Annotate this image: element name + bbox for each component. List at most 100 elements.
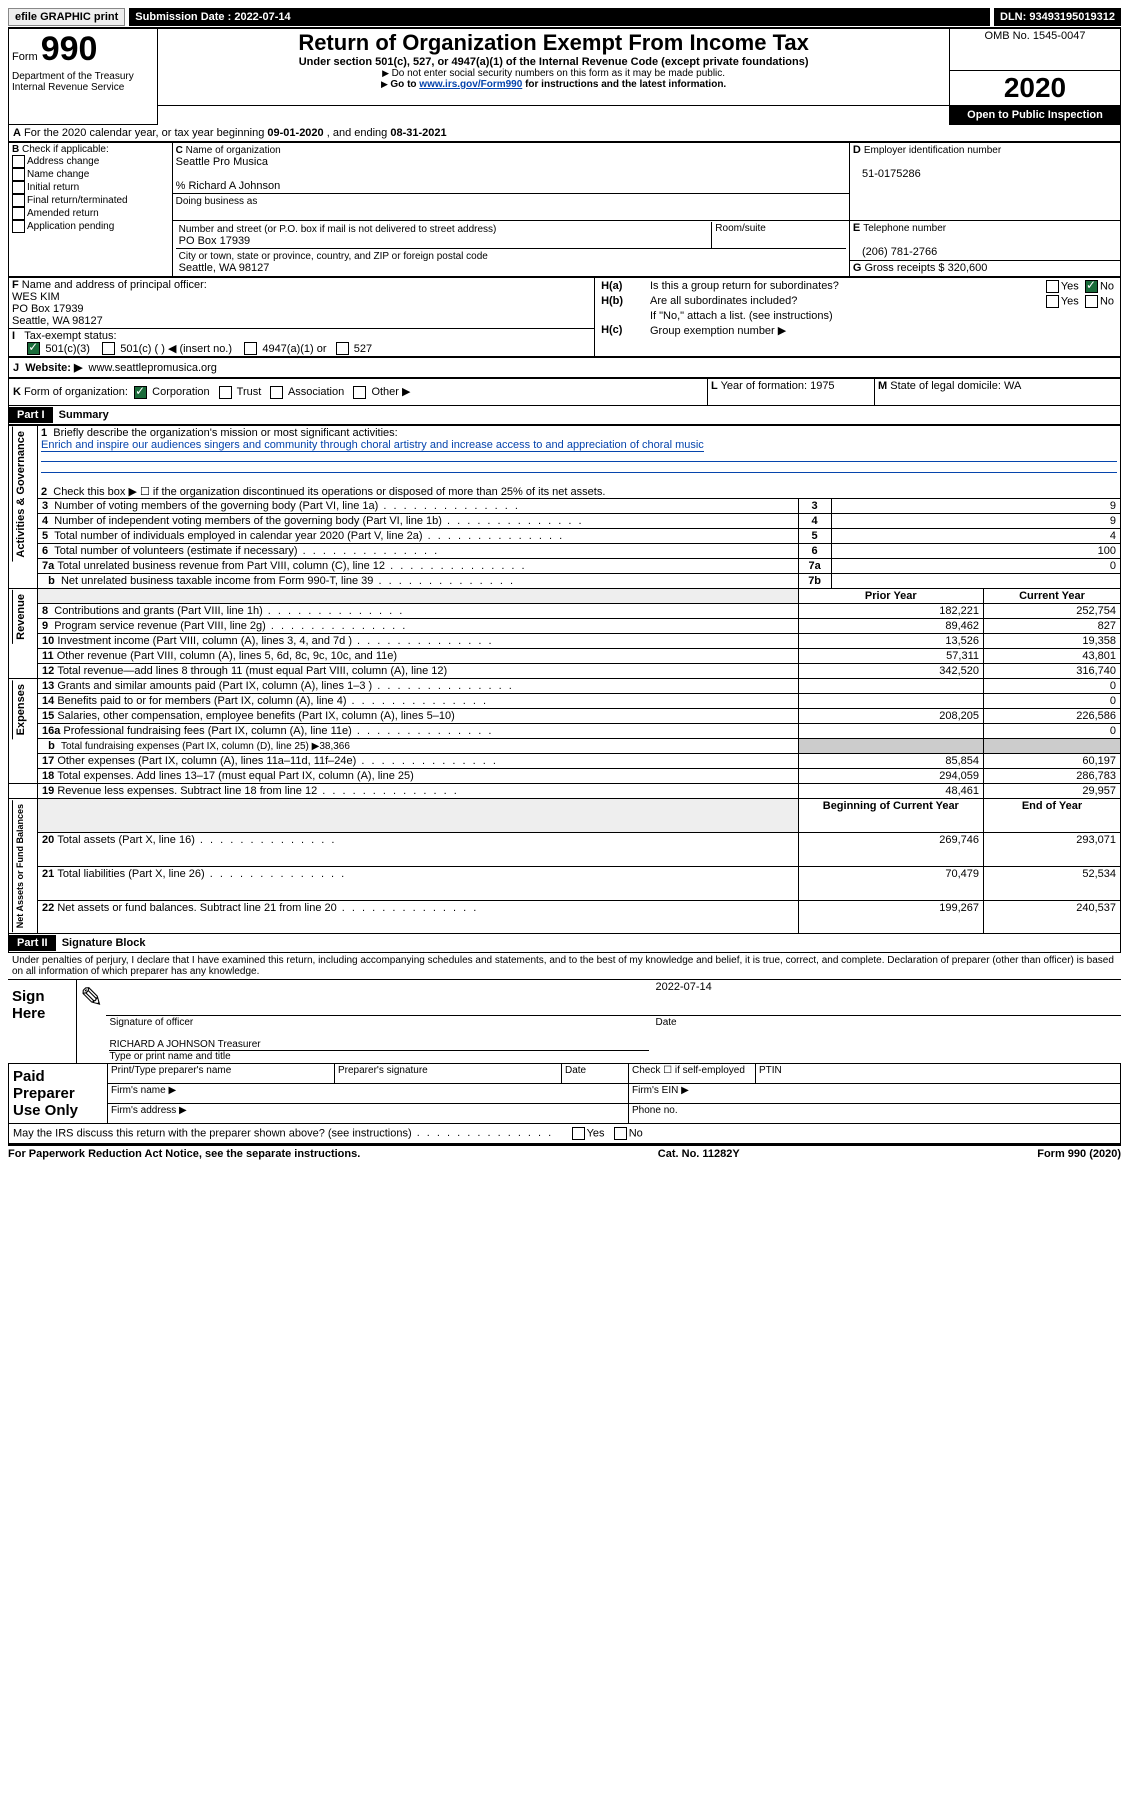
check-initial-return[interactable] — [12, 181, 25, 194]
check-trust[interactable] — [219, 386, 232, 399]
n5: 5 — [42, 530, 48, 542]
rl11: Other revenue (Part VIII, column (A), li… — [57, 650, 397, 662]
footer-right: Form 990 (2020) — [1037, 1148, 1121, 1160]
discuss-no[interactable] — [614, 1127, 627, 1140]
domicile: WA — [1004, 380, 1021, 392]
n6: 6 — [42, 545, 48, 557]
row-12: 12 Total revenue—add lines 8 through 11 … — [9, 664, 1121, 679]
l7a: Total unrelated business revenue from Pa… — [57, 560, 526, 572]
b4: 4 — [812, 515, 818, 527]
check-amended[interactable] — [12, 207, 25, 220]
row-14: 14 Benefits paid to or for members (Part… — [9, 694, 1121, 709]
top-bar: efile GRAPHIC print Submission Date : 20… — [8, 8, 1121, 26]
city-label: City or town, state or province, country… — [179, 251, 488, 262]
submission-value: 2022-07-14 — [234, 11, 290, 23]
nc22: 240,537 — [984, 900, 1121, 934]
b-opt-1: Name change — [27, 169, 89, 180]
b-opt-3: Final return/terminated — [27, 195, 128, 206]
check-assoc[interactable] — [270, 386, 283, 399]
check-501c3[interactable] — [27, 342, 40, 355]
check-final-return[interactable] — [12, 194, 25, 207]
q2-text: Check this box ▶ ☐ if the organization d… — [53, 486, 605, 498]
row-22: 22 Net assets or fund balances. Subtract… — [9, 900, 1121, 934]
n7b: b — [48, 575, 55, 587]
street-label: Number and street (or P.O. box if mail i… — [179, 224, 497, 235]
goto-suffix: for instructions and the latest informat… — [525, 79, 726, 90]
firm-addr-label: Firm's address ▶ — [108, 1103, 629, 1123]
check-corp[interactable] — [134, 386, 147, 399]
year-formation: 1975 — [810, 380, 834, 392]
row-19: 19 Revenue less expenses. Subtract line … — [9, 784, 1121, 799]
i-opt-1: 501(c) ( ) ◀ (insert no.) — [120, 343, 232, 355]
nc21: 52,534 — [984, 866, 1121, 900]
hb-yes[interactable] — [1046, 295, 1059, 308]
check-527[interactable] — [336, 342, 349, 355]
officer-name: WES KIM — [12, 291, 60, 303]
en16b: b — [48, 740, 55, 752]
sig-officer-label: Signature of officer — [109, 1017, 193, 1028]
no-3: No — [629, 1127, 643, 1139]
l7b: Net unrelated business taxable income fr… — [61, 575, 515, 587]
nl21: Total liabilities (Part X, line 26) — [57, 868, 346, 880]
l-label: Year of formation: — [721, 380, 807, 392]
open-public: Open to Public Inspection — [949, 105, 1120, 124]
line-j: J Website: ▶ www.seattlepromusica.org — [8, 357, 1121, 378]
rp9: 89,462 — [798, 619, 983, 634]
ep14 — [798, 694, 983, 709]
rl10: Investment income (Part VIII, column (A)… — [57, 635, 493, 647]
ec13: 0 — [984, 679, 1121, 694]
care-of: % Richard A Johnson — [176, 180, 281, 192]
form-word: Form — [12, 51, 38, 63]
hc-label: Group exemption number ▶ — [647, 323, 1117, 338]
officer-name-title: RICHARD A JOHNSON Treasurer — [109, 1039, 649, 1051]
yes-1: Yes — [1061, 280, 1079, 292]
check-501c[interactable] — [102, 342, 115, 355]
nc20: 293,071 — [984, 832, 1121, 866]
efile-print-button[interactable]: efile GRAPHIC print — [8, 8, 125, 26]
en19: 19 — [42, 785, 54, 797]
line-a-mid: , and ending — [327, 127, 391, 139]
i-opt-3: 527 — [354, 343, 372, 355]
prep-name-label: Print/Type preparer's name — [108, 1063, 335, 1083]
row-4: 4 Number of independent voting members o… — [9, 514, 1121, 529]
row-5: 5 Total number of individuals employed i… — [9, 529, 1121, 544]
i-opt-0: 501(c)(3) — [45, 343, 90, 355]
ha-yes[interactable] — [1046, 280, 1059, 293]
pen-icon: ✎ — [77, 980, 107, 1016]
rc9: 827 — [984, 619, 1121, 634]
ptin-label: PTIN — [756, 1063, 1121, 1083]
mission-text: Enrich and inspire our audiences singers… — [41, 439, 704, 452]
rp11: 57,311 — [798, 649, 983, 664]
firm-ein-label: Firm's EIN ▶ — [629, 1083, 1121, 1103]
k-opt-0: Corporation — [152, 386, 209, 398]
k-opt-2: Association — [288, 386, 344, 398]
submission-date: Submission Date : 2022-07-14 — [129, 8, 990, 26]
en14: 14 — [42, 695, 54, 707]
line-a-text: For the 2020 calendar year, or tax year … — [24, 127, 267, 139]
rn8: 8 — [42, 605, 48, 617]
q1-label: Briefly describe the organization's miss… — [53, 427, 397, 439]
check-address-change[interactable] — [12, 155, 25, 168]
check-app-pending[interactable] — [12, 220, 25, 233]
submission-label: Submission Date : — [135, 11, 234, 23]
l4: Number of independent voting members of … — [54, 515, 583, 527]
en18: 18 — [42, 770, 54, 782]
discuss-yes[interactable] — [572, 1127, 585, 1140]
check-4947[interactable] — [244, 342, 257, 355]
n4: 4 — [42, 515, 48, 527]
website[interactable]: www.seattlepromusica.org — [89, 362, 217, 374]
type-label: Type or print name and title — [109, 1051, 230, 1062]
nl22: Net assets or fund balances. Subtract li… — [57, 902, 478, 914]
check-name-change[interactable] — [12, 168, 25, 181]
instructions-link[interactable]: www.irs.gov/Form990 — [419, 79, 522, 90]
check-other[interactable] — [353, 386, 366, 399]
j-label: Website: ▶ — [25, 362, 82, 374]
n7a: 7a — [42, 560, 54, 572]
form-subtitle-2: Do not enter social security numbers on … — [161, 68, 946, 79]
row-16a: 16a Professional fundraising fees (Part … — [9, 724, 1121, 739]
nn21: 21 — [42, 868, 54, 880]
ha-no[interactable] — [1085, 280, 1098, 293]
hb-no[interactable] — [1085, 295, 1098, 308]
rn12: 12 — [42, 665, 54, 677]
tax-year: 2020 — [949, 70, 1120, 105]
